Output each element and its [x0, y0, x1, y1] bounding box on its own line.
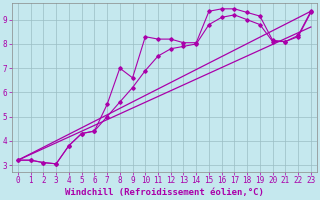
- X-axis label: Windchill (Refroidissement éolien,°C): Windchill (Refroidissement éolien,°C): [65, 188, 264, 197]
